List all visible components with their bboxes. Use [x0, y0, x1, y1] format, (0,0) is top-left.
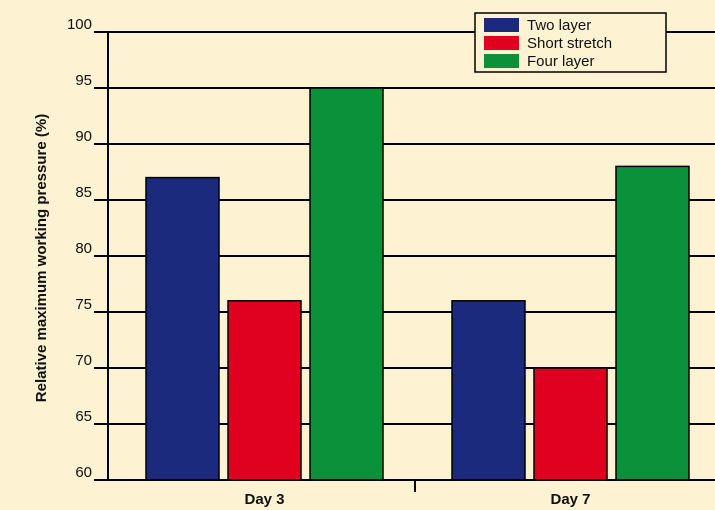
legend-label-short-stretch: Short stretch: [527, 35, 612, 52]
bar-short-stretch-day-7: [533, 367, 608, 481]
y-tick-label-100: 100: [67, 16, 92, 33]
y-tick-label-90: 90: [75, 128, 92, 145]
y-tick-label-95: 95: [75, 72, 92, 89]
y-tick-label-75: 75: [75, 296, 92, 313]
legend-swatch-two-layer: [484, 18, 519, 32]
y-tick-labels: 60 65 70 75 80 85 90 95 100: [67, 16, 92, 481]
bar-two-layer-day-3: [145, 176, 220, 481]
legend-swatch-short-stretch: [484, 36, 519, 50]
x-tick-labels: Day 3 Day 7: [244, 491, 590, 508]
bar-four-layer-day-7: [615, 165, 690, 481]
legend-swatch-four-layer: [484, 54, 519, 68]
y-tick-label-80: 80: [75, 240, 92, 257]
y-tick-label-70: 70: [75, 352, 92, 369]
bar-two-layer-day-7: [451, 300, 526, 481]
bars: [145, 87, 690, 481]
legend-label-four-layer: Four layer: [527, 53, 595, 70]
x-tick-label-1: Day 7: [550, 491, 590, 508]
y-tick-label-65: 65: [75, 408, 92, 425]
legend-label-two-layer: Two layer: [527, 17, 591, 34]
bar-four-layer-day-3: [309, 87, 384, 481]
y-tick-label-60: 60: [75, 464, 92, 481]
bar-short-stretch-day-3: [227, 300, 302, 481]
axes: [107, 32, 715, 492]
x-tick-label-0: Day 3: [244, 491, 284, 508]
y-tick-label-85: 85: [75, 184, 92, 201]
y-axis-label: Relative maximum working pressure (%): [33, 114, 50, 402]
